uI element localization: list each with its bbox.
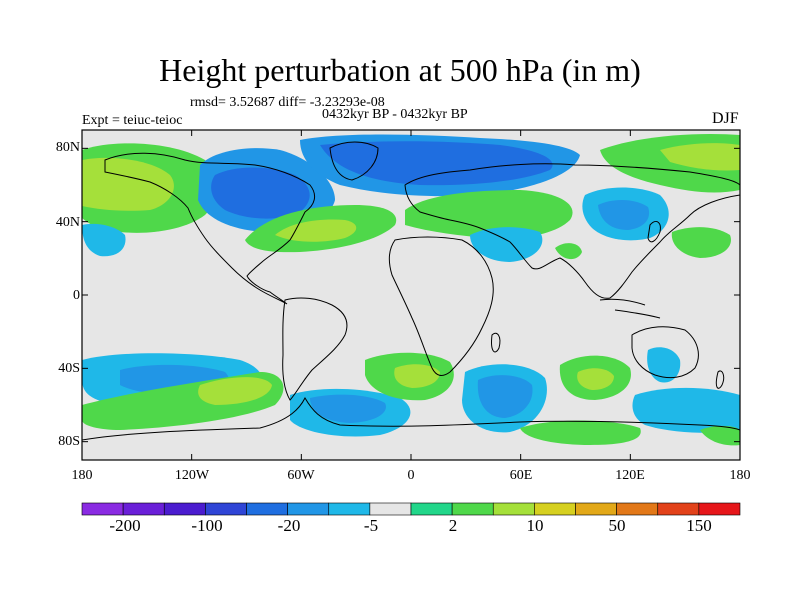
colorbar-label: -100 [191,516,223,535]
coast-madagascar [491,332,501,353]
anomaly-n-atlantic-yellow [275,219,357,242]
colorbar-label: -200 [109,516,141,535]
anomaly-antarctic-green [520,420,641,445]
colorbar-label: 50 [608,516,626,535]
coast-new-zealand [715,370,725,389]
colorbar-label: 150 [686,516,712,535]
colorbar-swatch [451,502,494,516]
field-layer [82,130,740,460]
colorbar-label: -5 [363,516,379,535]
colorbar-swatch [81,502,124,516]
lat-label-80s: 80S [58,434,80,449]
anomaly-india-green [555,243,582,260]
anomaly-arctic-east-yellow [660,143,740,171]
coast-indonesia [599,298,661,319]
axis-ticks [81,130,741,460]
colorbar-swatch [698,502,741,516]
anomaly-s-indian-yellow [577,368,614,390]
anomaly-n-pacific-green [671,227,731,258]
coast-eurasia [404,163,740,299]
colorbar-swatch [205,502,247,516]
coast-antarctica [82,396,740,441]
lon-label-180e: 180 [729,468,751,483]
lon-label-60e: 60E [509,468,533,483]
coast-north-america [104,152,316,305]
anomaly-w-pacific-cyan [82,223,126,257]
lon-label-120e: 120E [615,468,645,483]
anomaly-mideast-cyan [470,227,543,262]
colorbar-swatch [534,502,576,516]
colorbar-swatch [410,502,453,516]
anomaly-s-ocean-cyan [632,387,740,433]
anomaly-s-atlantic-blue [310,394,386,423]
lat-label-40s: 40S [58,361,80,376]
lat-label-80n: 80N [55,140,80,155]
experiment-line: Expt = teiuc-teioc [82,113,183,128]
colorbar-swatch [287,502,330,516]
colorbar-swatch [246,502,288,516]
coast-greenland [329,141,379,181]
coast-japan [647,221,661,243]
lat-label-0: 0 [73,288,80,303]
coast-australia [631,326,699,379]
anomaly-n-america-blue-inner [211,167,310,219]
anomaly-s-africa-yellow [394,364,440,388]
anomaly-australia-cyan [647,347,681,383]
colorbar-swatch [328,502,371,516]
colorbar-label: 2 [448,516,458,535]
colorbar-label: -20 [277,516,301,535]
lon-label-120w: 120W [174,468,210,483]
lon-label-0: 0 [407,468,415,483]
coast-south-america [282,297,348,401]
colorbar-swatch [122,502,165,516]
coastlines [82,141,740,441]
lon-label-60w: 60W [287,468,315,483]
colorbar [81,502,741,516]
period-line: 0432kyr BP - 0432kyr BP [322,107,468,122]
colorbar-swatch [616,502,659,516]
colorbar-label: 10 [526,516,544,535]
anomaly-antarctic-east-green [700,425,740,446]
colorbar-swatch [575,502,617,516]
colorbar-swatch [163,502,206,516]
lat-label-40n: 40N [55,215,80,230]
colorbar-swatch [369,502,412,516]
season-label: DJF [712,110,739,127]
colorbar-swatch [492,502,535,516]
anomaly-s-indian-blue [477,375,533,418]
anomaly-ne-asia-blue [598,199,650,230]
anomaly-europe-green [405,190,573,239]
lon-label-180w: 180 [71,468,93,483]
colorbar-swatch [657,502,700,516]
stats-line: rmsd= 3.52687 diff= -3.23293e-08 [190,95,385,110]
plot-title: Height perturbation at 500 hPa (in m) [159,52,641,88]
anomaly-s-america-yellow [198,377,272,405]
coast-africa [388,236,494,376]
